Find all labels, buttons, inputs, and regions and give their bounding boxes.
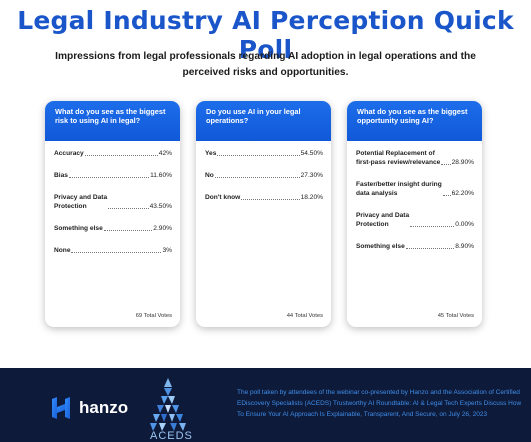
- poll-card-usage: Do you use AI in your legal operations? …: [196, 101, 331, 327]
- option-value: 8.90%: [455, 243, 474, 250]
- page-title: Legal Industry AI Perception Quick Poll: [17, 6, 514, 64]
- poll-row: Privacy and Data Protection 0.00%: [356, 211, 474, 229]
- option-value: 43.50%: [149, 203, 172, 210]
- option-label: Potential Replacement of first-pass revi…: [356, 150, 441, 166]
- option-value: 18.20%: [300, 194, 323, 201]
- option-label: Yes: [205, 150, 217, 157]
- option-label: Privacy and Data Protection: [54, 194, 108, 210]
- footer-description: The poll taken by attendees of the webin…: [237, 389, 522, 418]
- total-votes: 45 Total Votes: [437, 313, 474, 319]
- option-label: None: [54, 247, 71, 254]
- poll-row: Something else 2.90%: [54, 224, 172, 233]
- option-value: 0.00%: [455, 221, 474, 228]
- option-value: 62.20%: [451, 190, 474, 197]
- poll-row: Bias 11.60%: [54, 171, 172, 180]
- card-question: Do you use AI in your legal operations?: [196, 101, 331, 141]
- poll-row: None 3%: [54, 246, 172, 255]
- option-value: 42%: [158, 150, 172, 157]
- poll-row: Yes 54.50%: [205, 149, 323, 158]
- poll-row: Don't know 18.20%: [205, 193, 323, 202]
- aceds-logo-icon: [150, 378, 186, 431]
- hanzo-wordmark: hanzo: [79, 398, 129, 417]
- option-value: 27.30%: [300, 172, 323, 179]
- option-value: 28.90%: [451, 159, 474, 166]
- card-question: What do you see as the biggest risk to u…: [45, 101, 180, 141]
- poll-card-risk: What do you see as the biggest risk to u…: [45, 101, 180, 327]
- total-votes: 69 Total Votes: [135, 313, 172, 319]
- option-label: No: [205, 172, 214, 179]
- option-label: Accuracy: [54, 150, 84, 157]
- card-question: What do you see as the biggest opportuni…: [347, 101, 482, 141]
- option-value: 54.50%: [300, 150, 323, 157]
- option-value: 2.90%: [153, 225, 172, 232]
- poll-card-opportunity: What do you see as the biggest opportuni…: [347, 101, 482, 327]
- page-subtitle: Impressions from legal professionals reg…: [55, 51, 476, 78]
- option-label: Something else: [54, 225, 103, 232]
- option-label: Something else: [356, 243, 405, 250]
- option-value: 3%: [162, 247, 172, 254]
- option-label: Don't know: [205, 194, 241, 201]
- poll-row: No 27.30%: [205, 171, 323, 180]
- hanzo-logo-icon: [52, 397, 70, 419]
- option-label: Bias: [54, 172, 68, 179]
- total-votes: 44 Total Votes: [286, 313, 323, 319]
- poll-row: Accuracy 42%: [54, 149, 172, 158]
- poll-row: Potential Replacement of first-pass revi…: [356, 149, 474, 167]
- poll-row: Something else 8.90%: [356, 242, 474, 251]
- option-label: Faster/better insight during data analys…: [356, 181, 442, 197]
- aceds-wordmark: ACEDS: [150, 430, 193, 442]
- option-label: Privacy and Data Protection: [356, 212, 410, 228]
- poll-row: Privacy and Data Protection 43.50%: [54, 193, 172, 211]
- footer-band: [0, 368, 531, 442]
- option-value: 11.60%: [150, 172, 172, 179]
- poll-row: Faster/better insight during data analys…: [356, 180, 474, 198]
